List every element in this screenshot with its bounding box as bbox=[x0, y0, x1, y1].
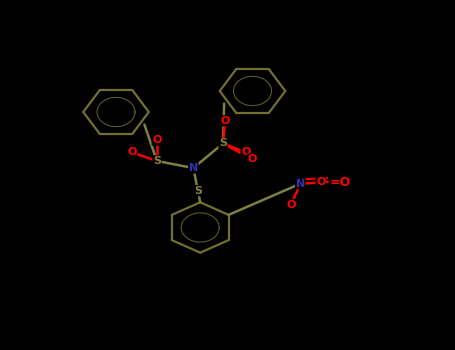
Text: O: O bbox=[316, 177, 325, 187]
Text: =O: =O bbox=[330, 175, 351, 189]
Text: O: O bbox=[248, 154, 257, 164]
Text: S: S bbox=[219, 139, 227, 148]
Text: N: N bbox=[189, 163, 198, 173]
Text: O: O bbox=[127, 147, 136, 157]
Text: O: O bbox=[287, 200, 296, 210]
Text: S: S bbox=[153, 156, 161, 166]
Text: S: S bbox=[194, 186, 202, 196]
Text: O: O bbox=[152, 135, 162, 145]
Text: O: O bbox=[241, 147, 250, 157]
Text: O: O bbox=[221, 116, 230, 126]
Text: N: N bbox=[296, 179, 305, 189]
